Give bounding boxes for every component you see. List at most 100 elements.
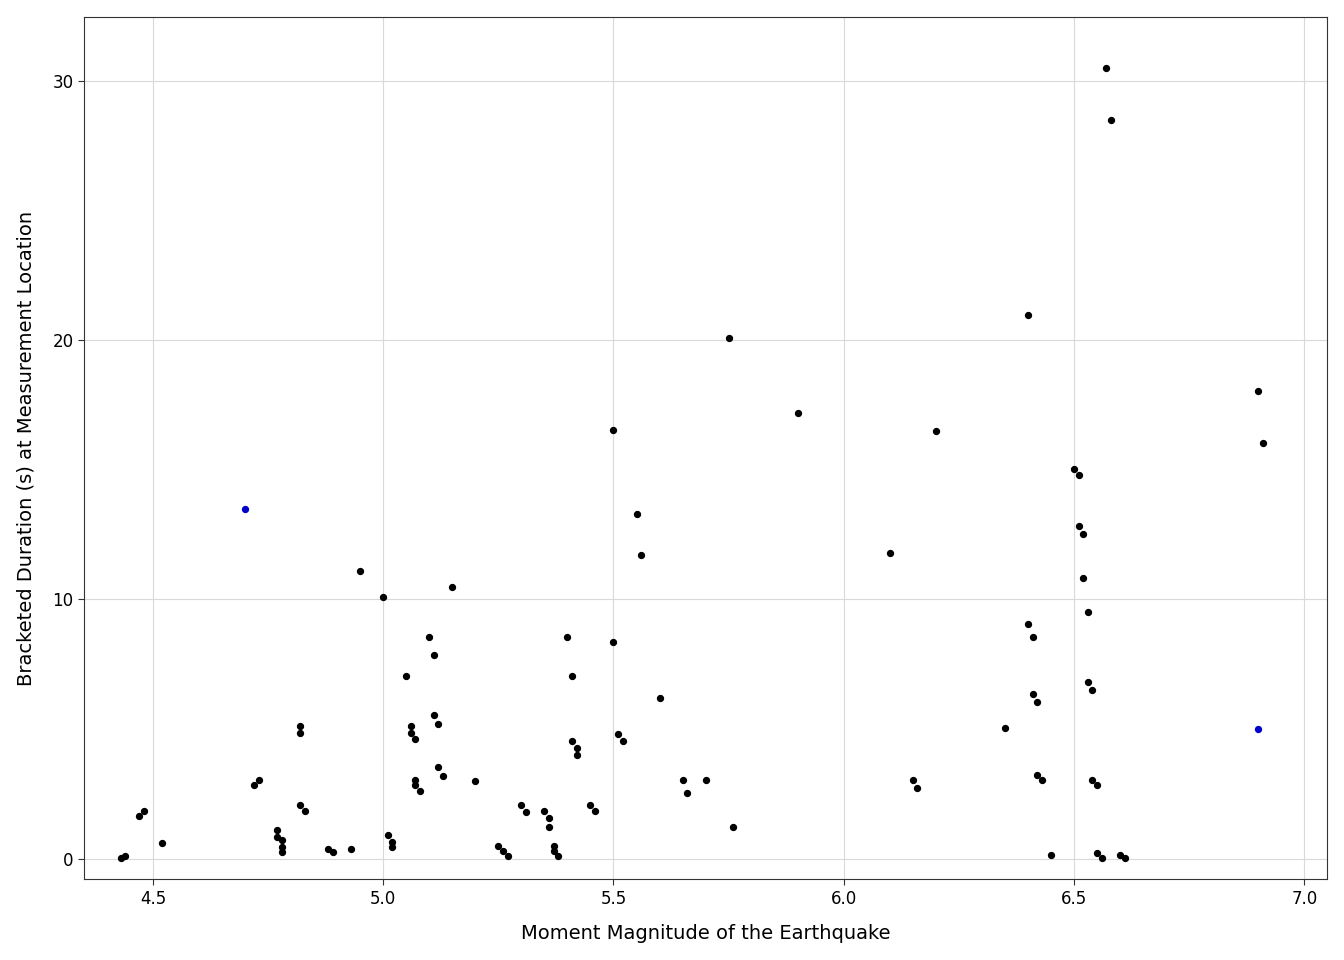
Point — [718, 330, 739, 346]
Point — [401, 725, 422, 740]
Point — [1017, 616, 1039, 632]
Point — [1077, 604, 1098, 619]
Point — [294, 803, 316, 818]
Point — [649, 690, 671, 706]
Point — [1068, 518, 1090, 534]
Point — [405, 732, 426, 747]
Point — [1247, 721, 1269, 736]
Point — [626, 506, 648, 521]
Point — [349, 564, 371, 579]
Point — [1068, 467, 1090, 482]
Point — [1027, 694, 1048, 709]
Point — [902, 772, 923, 787]
Y-axis label: Bracketed Duration (s) at Measurement Location: Bracketed Duration (s) at Measurement Lo… — [16, 210, 36, 685]
Point — [1040, 848, 1062, 863]
Point — [1021, 630, 1043, 645]
Point — [630, 548, 652, 564]
Point — [1095, 60, 1117, 76]
Point — [382, 834, 403, 850]
Point — [410, 783, 431, 799]
Point — [543, 844, 564, 859]
Point — [129, 808, 151, 824]
Point — [423, 708, 445, 723]
Point — [497, 849, 519, 864]
Point — [538, 810, 559, 826]
Point — [1082, 682, 1103, 697]
Point — [271, 839, 293, 854]
Point — [566, 747, 587, 762]
Point — [788, 405, 809, 420]
Point — [566, 741, 587, 756]
Point — [1063, 461, 1085, 476]
Point — [114, 849, 136, 864]
Point — [427, 759, 449, 775]
Point — [1017, 307, 1039, 323]
Point — [405, 778, 426, 793]
Point — [1091, 851, 1113, 866]
Point — [579, 798, 601, 813]
Point — [556, 630, 578, 645]
Point — [1077, 674, 1098, 689]
Point — [562, 668, 583, 684]
Point — [382, 839, 403, 854]
Point — [378, 828, 399, 843]
Point — [695, 773, 716, 788]
Point — [427, 716, 449, 732]
Point — [515, 804, 536, 820]
Point — [607, 726, 629, 741]
Point — [488, 838, 509, 853]
Point — [266, 828, 288, 844]
Point — [534, 803, 555, 818]
Point — [1021, 686, 1043, 702]
Point — [1031, 773, 1052, 788]
Point — [1253, 435, 1274, 450]
Point — [1247, 383, 1269, 398]
Point — [433, 768, 454, 783]
X-axis label: Moment Magnitude of the Earthquake: Moment Magnitude of the Earthquake — [521, 924, 890, 944]
Point — [1027, 767, 1048, 782]
Point — [543, 838, 564, 853]
Point — [395, 668, 417, 684]
Point — [1086, 778, 1107, 793]
Point — [562, 733, 583, 749]
Point — [423, 647, 445, 662]
Point — [907, 780, 929, 796]
Point — [133, 804, 155, 819]
Point — [925, 423, 946, 439]
Point — [110, 850, 132, 865]
Point — [418, 630, 439, 645]
Point — [1114, 851, 1136, 866]
Point — [401, 719, 422, 734]
Point — [321, 844, 343, 859]
Point — [442, 579, 464, 594]
Point — [405, 772, 426, 787]
Point — [723, 819, 745, 834]
Point — [602, 635, 624, 650]
Point — [676, 785, 698, 801]
Point — [602, 422, 624, 438]
Point — [879, 545, 900, 561]
Point — [271, 832, 293, 848]
Point — [1101, 112, 1122, 128]
Point — [152, 835, 173, 851]
Point — [266, 823, 288, 838]
Point — [1086, 845, 1107, 860]
Point — [289, 798, 310, 813]
Point — [492, 843, 513, 858]
Point — [289, 719, 310, 734]
Point — [1073, 526, 1094, 541]
Point — [243, 777, 265, 792]
Point — [1073, 570, 1094, 586]
Point — [1109, 848, 1130, 863]
Point — [547, 849, 569, 864]
Point — [249, 772, 270, 787]
Point — [995, 720, 1016, 735]
Point — [465, 773, 487, 788]
Point — [612, 733, 633, 749]
Point — [585, 804, 606, 819]
Point — [511, 798, 532, 813]
Point — [372, 589, 394, 605]
Point — [538, 820, 559, 835]
Point — [271, 845, 293, 860]
Point — [340, 841, 362, 856]
